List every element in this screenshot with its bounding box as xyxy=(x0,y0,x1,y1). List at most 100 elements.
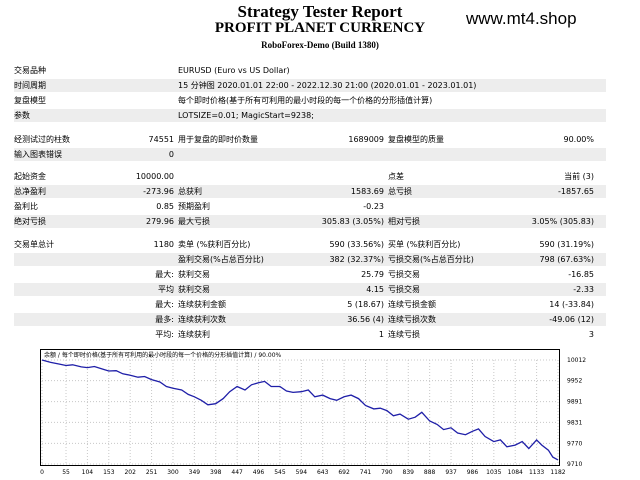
server-build: RoboForex-Demo (Build 1380) xyxy=(261,40,379,50)
trades-label: 获利交易 xyxy=(178,285,210,294)
trades-label: 亏损交易(%占总百分比) xyxy=(388,255,474,264)
trades-row: 最大: 获利交易 25.79 亏损交易 -16.85 xyxy=(14,268,606,281)
info-value: EURUSD (Euro vs US Dollar) xyxy=(178,66,290,75)
trades-total-row: 交易单总计 1180 卖单 (%获利百分比) 590 (33.56%) 买单 (… xyxy=(14,238,606,251)
y-tick-label: 9831 xyxy=(567,419,582,426)
x-tick-label: 839 xyxy=(403,469,415,476)
trades-label: 连续亏损 xyxy=(388,330,420,339)
y-tick-label: 9710 xyxy=(567,461,582,468)
money-value: -273.96 xyxy=(143,187,174,196)
report-title: Strategy Tester Report xyxy=(237,2,403,21)
bars-value: 74551 xyxy=(148,135,174,144)
x-tick-label: 1133 xyxy=(529,469,544,476)
trades-label: 连续获利金额 xyxy=(178,300,226,309)
money-label: 预期盈利 xyxy=(178,202,210,211)
money-label: 绝对亏损 xyxy=(14,217,46,226)
trades-value: 382 (32.37%) xyxy=(329,255,384,264)
long-label: 买单 (%获利百分比) xyxy=(388,240,461,249)
y-tick-label: 9891 xyxy=(567,399,582,406)
info-label: 参数 xyxy=(14,111,30,120)
trades-total-label: 交易单总计 xyxy=(14,240,54,249)
info-label: 时间周期 xyxy=(14,81,46,90)
trades-row: 平均: 连续获利 1 连续亏损 3 xyxy=(14,328,606,341)
quality-value: 90.00% xyxy=(563,135,594,144)
info-label: 复盘模型 xyxy=(14,96,46,105)
trades-row: 最大: 连续获利金额 5 (18.67) 连续亏损金额 14 (-33.84) xyxy=(14,298,606,311)
trades-value: -49.06 (12) xyxy=(549,315,594,324)
money-value: -0.23 xyxy=(363,202,384,211)
money-label: 总获利 xyxy=(178,187,202,196)
x-tick-label: 937 xyxy=(445,469,457,476)
x-tick-label: 55 xyxy=(62,469,70,476)
y-tick-label: 9952 xyxy=(567,378,582,385)
trades-value: 1 xyxy=(378,330,384,339)
trades-total-value: 1180 xyxy=(153,240,174,249)
report-subtitle: PROFIT PLANET CURRENCY xyxy=(214,20,426,36)
money-value: 0.85 xyxy=(156,202,174,211)
trades-value: 14 (-33.84) xyxy=(549,300,594,309)
x-tick-label: 300 xyxy=(167,469,179,476)
x-tick-label: 1084 xyxy=(508,469,523,476)
balance-chart: 余额 / 每个即时价格(基于所有可利用的最小时段的每一个价格的分形插值计算) /… xyxy=(40,349,586,476)
trades-value: 36.56 (4) xyxy=(347,315,384,324)
x-tick-label: 104 xyxy=(82,469,94,476)
x-tick-label: 594 xyxy=(296,469,308,476)
x-tick-label: 447 xyxy=(231,469,243,476)
quality-label: 复盘模型的质量 xyxy=(388,135,444,144)
trades-row: 盈利交易(%占总百分比) 382 (32.37%) 亏损交易(%占总百分比) 7… xyxy=(14,253,606,266)
trades-prefix: 最大: xyxy=(155,300,174,309)
money-label: 相对亏损 xyxy=(388,217,420,226)
x-tick-label: 153 xyxy=(103,469,115,476)
x-tick-label: 202 xyxy=(124,469,136,476)
money-label: 盈利比 xyxy=(14,202,38,211)
stats-row-errors: 输入图表错误 0 xyxy=(14,148,606,161)
trades-value: 3 xyxy=(588,330,594,339)
trades-value: 4.15 xyxy=(366,285,384,294)
brand-watermark: www.mt4.shop xyxy=(466,9,577,28)
trades-label: 连续亏损次数 xyxy=(388,315,436,324)
y-tick-label: 10012 xyxy=(567,357,586,364)
x-tick-label: 643 xyxy=(317,469,329,476)
money-label: 起始资金 xyxy=(14,172,46,181)
x-tick-label: 398 xyxy=(210,469,222,476)
ticks-value: 1689009 xyxy=(348,135,384,144)
money-label: 最大亏损 xyxy=(178,217,210,226)
balance-series-line xyxy=(41,359,559,461)
x-tick-label: 741 xyxy=(360,469,372,476)
info-value: 15 分钟图 2020.01.01 22:00 - 2022.12.30 21:… xyxy=(178,81,477,90)
x-tick-label: 1035 xyxy=(486,469,501,476)
trades-value: -16.85 xyxy=(568,270,594,279)
long-value: 590 (31.19%) xyxy=(539,240,594,249)
info-value: LOTSIZE=0.01; MagicStart=9238; xyxy=(178,111,314,120)
trades-label: 盈利交易(%占总百分比) xyxy=(178,255,264,264)
chart-grid xyxy=(41,359,559,465)
chart-title: 余额 / 每个即时价格(基于所有可利用的最小时段的每一个价格的分形插值计算) /… xyxy=(44,351,282,359)
trades-value: 25.79 xyxy=(361,270,384,279)
x-tick-label: 692 xyxy=(338,469,350,476)
money-value: -1857.65 xyxy=(558,187,594,196)
money-value: 1583.69 xyxy=(350,187,384,196)
money-row: 绝对亏损 279.96 最大亏损 305.83 (3.05%) 相对亏损 3.0… xyxy=(14,215,606,228)
bars-label: 经测试过的柱数 xyxy=(14,135,70,144)
trades-prefix: 平均: xyxy=(155,330,174,339)
info-row-period: 时间周期 15 分钟图 2020.01.01 22:00 - 2022.12.3… xyxy=(14,79,606,92)
x-tick-label: 545 xyxy=(274,469,286,476)
x-axis: 0 55 104 153 202 251 300 349 398 447 496 545 594 643 6… xyxy=(40,469,566,476)
trades-value: 798 (67.63%) xyxy=(539,255,594,264)
trades-value: -2.33 xyxy=(573,285,594,294)
y-axis: 10012 9952 9891 9831 9770 9710 xyxy=(567,357,586,468)
trades-label: 连续获利次数 xyxy=(178,315,226,324)
x-tick-label: 349 xyxy=(189,469,201,476)
x-tick-label: 790 xyxy=(381,469,393,476)
x-tick-label: 986 xyxy=(467,469,479,476)
money-value: 10000.00 xyxy=(135,172,174,181)
info-row-params: 参数 LOTSIZE=0.01; MagicStart=9238; xyxy=(14,109,606,122)
money-value: 279.96 xyxy=(146,217,174,226)
trades-label: 连续获利 xyxy=(178,330,210,339)
money-row: 盈利比 0.85 预期盈利 -0.23 xyxy=(14,200,606,213)
trades-row: 最多: 连续获利次数 36.56 (4) 连续亏损次数 -49.06 (12) xyxy=(14,313,606,326)
info-row-model: 复盘模型 每个即时价格(基于所有可利用的最小时段的每一个价格的分形插值计算) xyxy=(14,94,606,107)
money-label: 总净盈利 xyxy=(14,187,46,196)
x-tick-label: 1182 xyxy=(550,469,565,476)
trades-prefix: 平均 xyxy=(158,285,174,294)
